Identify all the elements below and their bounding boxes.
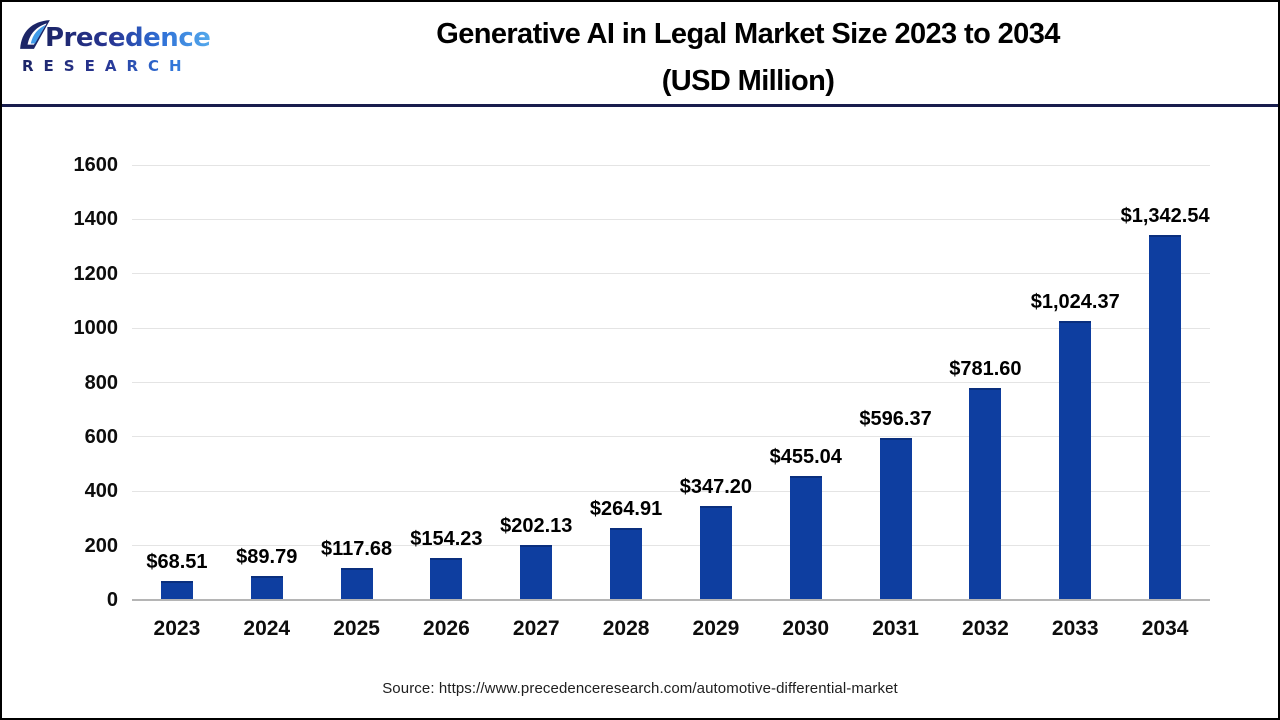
x-axis-label-2032: 2032 [962,617,1009,640]
bar-value-label-2027: $202.13 [500,515,573,538]
gridline-800 [132,382,1210,383]
logo-wordmark: Precedence [45,23,211,53]
x-axis-label-2029: 2029 [692,617,740,640]
y-axis-tick-1600: 1600 [73,154,119,176]
x-axis-label-2024: 2024 [243,617,291,640]
x-axis-label-2030: 2030 [782,617,830,640]
x-axis-label-2025: 2025 [333,617,380,640]
logo-main-row: Precedence [18,18,228,54]
bar-2025 [340,568,373,600]
x-axis-label-2031: 2031 [872,617,919,640]
bar-value-label-2028: $264.91 [589,497,663,520]
x-axis-label-2033: 2033 [1051,617,1099,640]
gridline-1600 [132,164,1210,166]
header: Precedence RESEARCH Generative AI in Leg… [2,2,1278,107]
gridline-1000 [132,327,1210,329]
bar-2031 [879,437,912,600]
y-axis-tick-0: 0 [106,589,118,611]
bar-value-label-2030: $455.04 [769,446,842,469]
bar-value-label-2026: $154.23 [410,528,483,551]
gridline-200 [132,545,1210,547]
bar-2030 [789,476,822,600]
bar-2032 [969,387,1002,600]
y-axis-tick-400: 400 [84,480,118,503]
x-axis-baseline [132,599,1210,601]
y-axis-tick-200: 200 [84,534,118,557]
x-axis-label-2034: 2034 [1141,617,1189,640]
bar-2026 [430,558,463,600]
gridline-1200 [132,273,1210,275]
gridline-400 [132,490,1210,492]
y-axis-tick-1400: 1400 [73,208,119,231]
chart-title: Generative AI in Legal Market Size 2023 … [232,11,1264,105]
x-axis-label-2023: 2023 [153,617,201,640]
bar-value-label-2025: $117.68 [320,538,393,560]
bar-2023 [160,581,193,600]
bar-chart: 0 200 400 600 800 1000 1200 1400 1600 $68.51 2023 $… [2,110,1278,718]
x-axis-label-2026: 2026 [423,617,470,640]
x-axis-label-2028: 2028 [602,617,650,640]
gridline-600 [132,436,1210,438]
bar-value-label-2023: $68.51 [146,551,208,574]
y-axis-tick-800: 800 [84,371,118,394]
y-axis-tick-1000: 1000 [73,317,119,340]
bar-2024 [250,575,283,600]
bar-2033 [1059,321,1092,600]
bar-value-label-2033: $1,024.37 [1030,291,1120,314]
y-axis-tick-600: 600 [84,425,118,448]
bar-2028 [610,527,643,600]
bar-2027 [520,545,553,600]
precedence-research-logo: Precedence RESEARCH [18,18,228,75]
bar-value-label-2029: $347.20 [679,475,753,498]
y-axis-tick-1200: 1200 [73,262,119,285]
chart-title-line1: Generative AI in Legal Market Size 2023 … [436,18,1060,50]
gridline-1400 [132,218,1210,220]
bar-2029 [699,505,732,600]
logo-subtext: RESEARCH [22,57,228,75]
logo-sail-icon [20,20,50,49]
bar-2034 [1149,234,1182,600]
chart-title-line2: (USD Million) [661,65,835,97]
bar-value-label-2032: $781.60 [949,357,1022,380]
bar-value-label-2034: $1,342.54 [1120,204,1210,227]
bar-value-label-2024: $89.79 [236,545,298,568]
bar-value-label-2031: $596.37 [859,407,932,430]
source-text: Source: https://www.precedenceresearch.c… [382,680,898,697]
x-axis-label-2027: 2027 [512,617,560,640]
